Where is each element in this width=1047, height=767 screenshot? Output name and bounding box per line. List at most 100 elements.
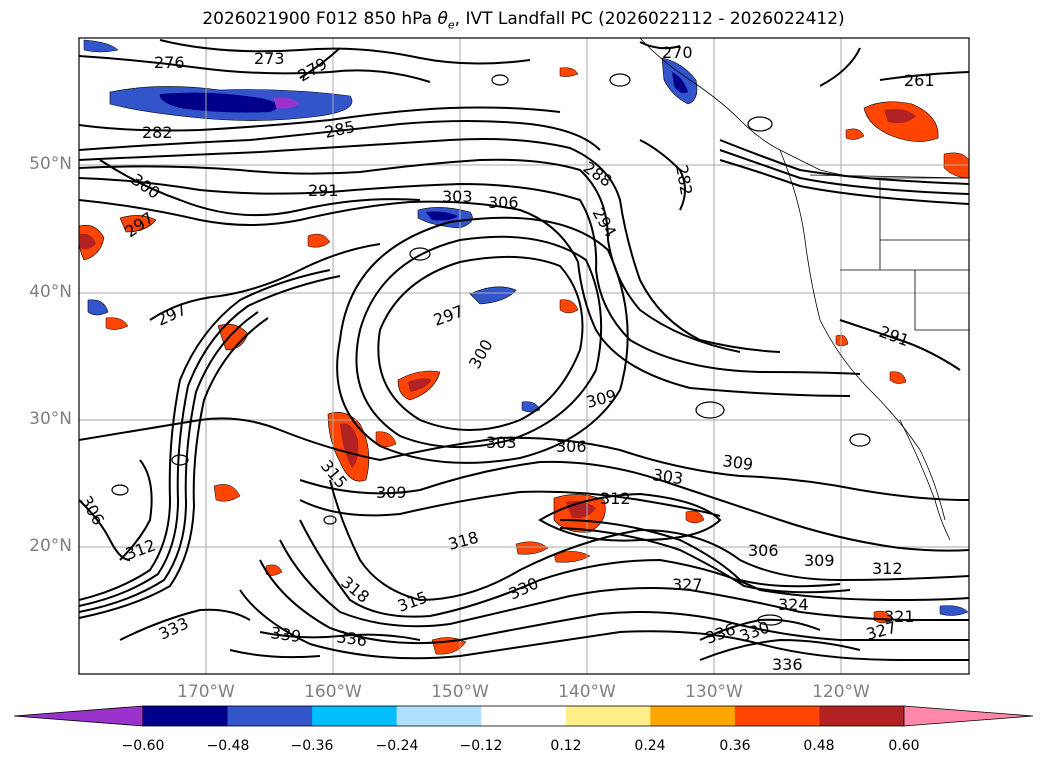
patch-neg-mid-north-core bbox=[426, 211, 458, 221]
plot-frame bbox=[78, 37, 970, 675]
coastline-west-us bbox=[779, 149, 946, 521]
contour-label: 312 bbox=[600, 489, 631, 508]
colorbar-tick: −0.12 bbox=[459, 738, 503, 754]
contour-island-4 bbox=[111, 484, 129, 496]
contour-270 bbox=[639, 41, 861, 87]
contour-282 bbox=[79, 106, 561, 132]
contour-ring-1 bbox=[377, 255, 584, 431]
patch-neg-ne-pacific-core bbox=[159, 92, 278, 113]
patch-pos-west-6 bbox=[559, 67, 579, 77]
coastline-alaska bbox=[639, 38, 969, 179]
colorbar-extend-high bbox=[903, 705, 1034, 727]
contour-label: 312 bbox=[872, 559, 903, 578]
patch-pos-small-7 bbox=[307, 233, 331, 248]
colorbar-bin bbox=[734, 706, 820, 726]
contour-321 bbox=[299, 519, 969, 618]
contour-label: 339 bbox=[269, 623, 302, 646]
patch-pos-east-low bbox=[889, 371, 907, 384]
contour-label: 306 bbox=[556, 437, 587, 456]
contour-label: 276 bbox=[154, 53, 185, 72]
contour-label: 306 bbox=[488, 193, 519, 212]
contour-island-5 bbox=[323, 515, 337, 525]
contour-ring-2 bbox=[355, 235, 603, 449]
contour-label: 270 bbox=[662, 43, 693, 62]
theta-symbol: θ bbox=[437, 9, 448, 29]
contour-273 bbox=[159, 39, 531, 65]
contour-339 bbox=[229, 649, 321, 659]
contour-297-n bbox=[79, 199, 851, 397]
colorbar-tick: 0.24 bbox=[634, 738, 666, 754]
patch-neg-top-left bbox=[83, 39, 119, 53]
contour-288 bbox=[79, 138, 781, 353]
contour-261 bbox=[879, 71, 969, 81]
lat-label-40n: 40°N bbox=[29, 282, 72, 302]
colorbar-tick: −0.60 bbox=[121, 738, 165, 754]
patch-pos-west-5 bbox=[213, 484, 241, 502]
lon-label-160w: 160°W bbox=[304, 682, 362, 702]
lon-label-170w: 170°W bbox=[177, 682, 235, 702]
contour-306-w bbox=[79, 499, 131, 561]
contour-label: 336 bbox=[772, 655, 803, 674]
lon-label-130w: 130°W bbox=[685, 682, 743, 702]
contour-label: 303 bbox=[442, 187, 473, 206]
patch-pos-central-1-core bbox=[408, 378, 432, 392]
contour-282-ne bbox=[639, 139, 686, 211]
contour-island-9 bbox=[171, 454, 189, 466]
contour-east-low-2 bbox=[699, 638, 861, 661]
title-suffix: , IVT Landfall PC (2026022112 - 20260224… bbox=[454, 9, 845, 29]
title-prefix: 2026021900 F012 850 hPa bbox=[202, 9, 438, 29]
contour-327 bbox=[259, 559, 969, 645]
contour-label: 327 bbox=[672, 575, 703, 594]
plot-area: 273 276 279 282 285 291 300 297 303 306 … bbox=[79, 38, 969, 674]
contour-label: 261 bbox=[904, 71, 935, 90]
patch-pos-south-3 bbox=[553, 551, 591, 563]
contour-324 bbox=[279, 539, 969, 628]
contour-label: 273 bbox=[254, 49, 285, 68]
contour-label: 303 bbox=[486, 433, 517, 452]
colorbar-tick: −0.24 bbox=[375, 738, 419, 754]
lat-label-50n: 50°N bbox=[29, 154, 72, 174]
contour-island-7 bbox=[491, 74, 509, 86]
patch-pos-small-8 bbox=[559, 299, 579, 314]
coastline-baja bbox=[899, 419, 951, 541]
patch-pos-west-4 bbox=[105, 317, 129, 330]
lon-label-120w: 120°W bbox=[812, 682, 870, 702]
contour-label: 303 bbox=[651, 465, 684, 488]
contour-island-1 bbox=[409, 247, 431, 261]
patch-pos-northeast-small bbox=[845, 128, 865, 140]
contour-312-loop bbox=[538, 492, 722, 542]
contour-south-tight-1 bbox=[559, 519, 841, 588]
patch-pos-west-edge-core bbox=[80, 233, 96, 250]
contour-ne-tight-2 bbox=[719, 149, 969, 195]
contour-285 bbox=[79, 120, 601, 151]
contour-jet-4 bbox=[79, 317, 269, 619]
contour-east-low-1 bbox=[699, 618, 821, 641]
contour-island-3 bbox=[695, 401, 725, 419]
contour-label: 309 bbox=[376, 483, 407, 502]
contour-291-e bbox=[839, 319, 961, 371]
colorbar-tick: 0.12 bbox=[550, 738, 582, 754]
contour-318 bbox=[329, 479, 969, 602]
patch-pos-northeast-core bbox=[884, 108, 916, 124]
colorbar-tick: 0.60 bbox=[888, 738, 920, 754]
contour-island-10 bbox=[757, 614, 783, 626]
contour-island-8 bbox=[849, 433, 871, 447]
contour-islands bbox=[111, 73, 871, 626]
contour-south-tight-2 bbox=[559, 527, 851, 594]
map-title: 2026021900 F012 850 hPa θe, IVT Landfall… bbox=[0, 9, 1047, 31]
contour-label: 324 bbox=[778, 595, 809, 614]
contour-336 bbox=[259, 631, 421, 641]
theta-subscript: e bbox=[447, 18, 455, 32]
border-state-2 bbox=[914, 270, 969, 331]
lon-label-140w: 140°W bbox=[558, 682, 616, 702]
colorbar-bin bbox=[227, 706, 313, 726]
colorbar-bin bbox=[312, 706, 398, 726]
colorbar-bin bbox=[143, 706, 229, 726]
contour-jet-3 bbox=[79, 311, 259, 613]
contour-label: 336 bbox=[335, 627, 368, 650]
colorbar-bin bbox=[481, 706, 567, 726]
contour-island-2 bbox=[747, 116, 773, 132]
lat-label-20n: 20°N bbox=[29, 536, 72, 556]
patch-neg-small-2 bbox=[939, 605, 969, 616]
